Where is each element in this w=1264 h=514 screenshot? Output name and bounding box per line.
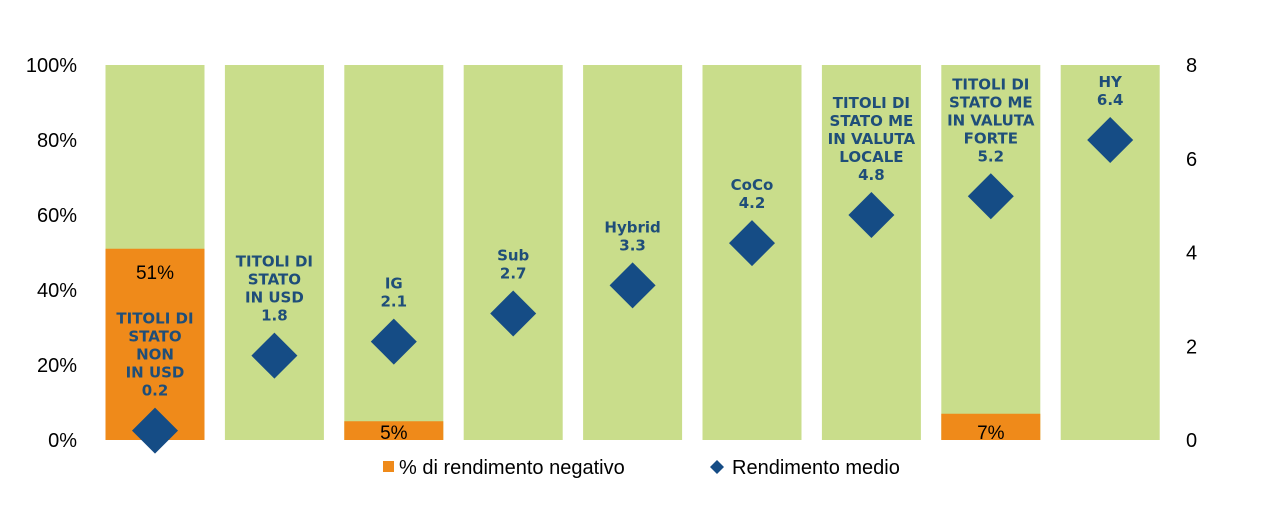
y-axis-right-tick-label: 2 [1186, 336, 1197, 358]
category-label: IG [385, 275, 403, 293]
category-label: IN VALUTA [828, 130, 916, 148]
diamond-point [848, 192, 895, 238]
y-axis-left-tick-label: 20% [37, 355, 77, 377]
diamond-value-label: 6.4 [1097, 91, 1124, 109]
diamond-value-label: 3.3 [619, 236, 646, 254]
category-label: TITOLI DI [833, 94, 910, 112]
diamond-point [729, 220, 775, 267]
diamond-value-label: 5.2 [978, 147, 1005, 165]
category-label: TITOLI DI [236, 253, 313, 271]
category-label: STATO ME [830, 112, 914, 130]
diamond-value-label: 1.8 [261, 307, 288, 325]
bar-background [463, 65, 563, 440]
category-label: IN USD [126, 364, 185, 382]
legend-swatch-negative [383, 461, 394, 472]
diamond-point [967, 173, 1014, 220]
diamond-point [132, 407, 178, 454]
legend-label-diamond: Rendimento medio [732, 457, 900, 479]
y-axis-right-tick-label: 4 [1186, 243, 1197, 265]
bar-background [583, 65, 683, 440]
bar-data-label: 5% [380, 423, 408, 444]
category-label: TITOLI DI [952, 75, 1029, 93]
category-label: LOCALE [839, 148, 903, 166]
diamond-value-label: 2.7 [500, 264, 527, 282]
category-label: TITOLI DI [116, 310, 193, 328]
category-label: IN USD [245, 289, 304, 307]
diamond-point [251, 332, 298, 379]
y-axis-left-tick-label: 100% [26, 55, 77, 77]
y-axis-left-tick-label: 60% [37, 205, 77, 227]
bar-negative [344, 421, 444, 440]
bar-background [941, 65, 1041, 440]
category-label: STATO [128, 328, 181, 346]
bar-data-label: 51% [136, 263, 174, 284]
y-axis-right-tick-label: 0 [1186, 430, 1197, 452]
y-axis-left-tick-label: 80% [37, 130, 77, 152]
bar-data-label: 7% [977, 423, 1005, 444]
legend-label-negative: % di rendimento negativo [399, 457, 625, 479]
category-label: IN VALUTA [947, 111, 1035, 129]
y-axis-left-tick-label: 40% [37, 280, 77, 302]
y-axis-right-tick-label: 8 [1186, 55, 1197, 77]
diamond-point [1087, 117, 1134, 163]
category-label: FORTE [964, 129, 1018, 147]
category-label: HY [1098, 73, 1123, 91]
category-label: CoCo [731, 176, 774, 194]
bar-background [344, 65, 444, 440]
category-label: Sub [497, 246, 529, 264]
legend-swatch-diamond [710, 460, 724, 474]
category-label: STATO [248, 271, 301, 289]
diamond-point [490, 290, 537, 337]
category-label: NON [136, 346, 174, 364]
category-label: Hybrid [604, 218, 660, 236]
diamond-value-label: 0.2 [142, 382, 169, 400]
diamond-value-label: 4.8 [858, 166, 885, 184]
category-label: STATO ME [949, 93, 1033, 111]
diamond-point [370, 318, 417, 365]
y-axis-right-tick-label: 6 [1186, 149, 1197, 171]
bar-negative [941, 413, 1041, 440]
diamond-value-label: 4.2 [739, 194, 766, 212]
diamond-point [609, 262, 656, 309]
y-axis-left-tick-label: 0% [48, 430, 77, 452]
bar-background [821, 65, 921, 440]
diamond-value-label: 2.1 [381, 293, 408, 311]
